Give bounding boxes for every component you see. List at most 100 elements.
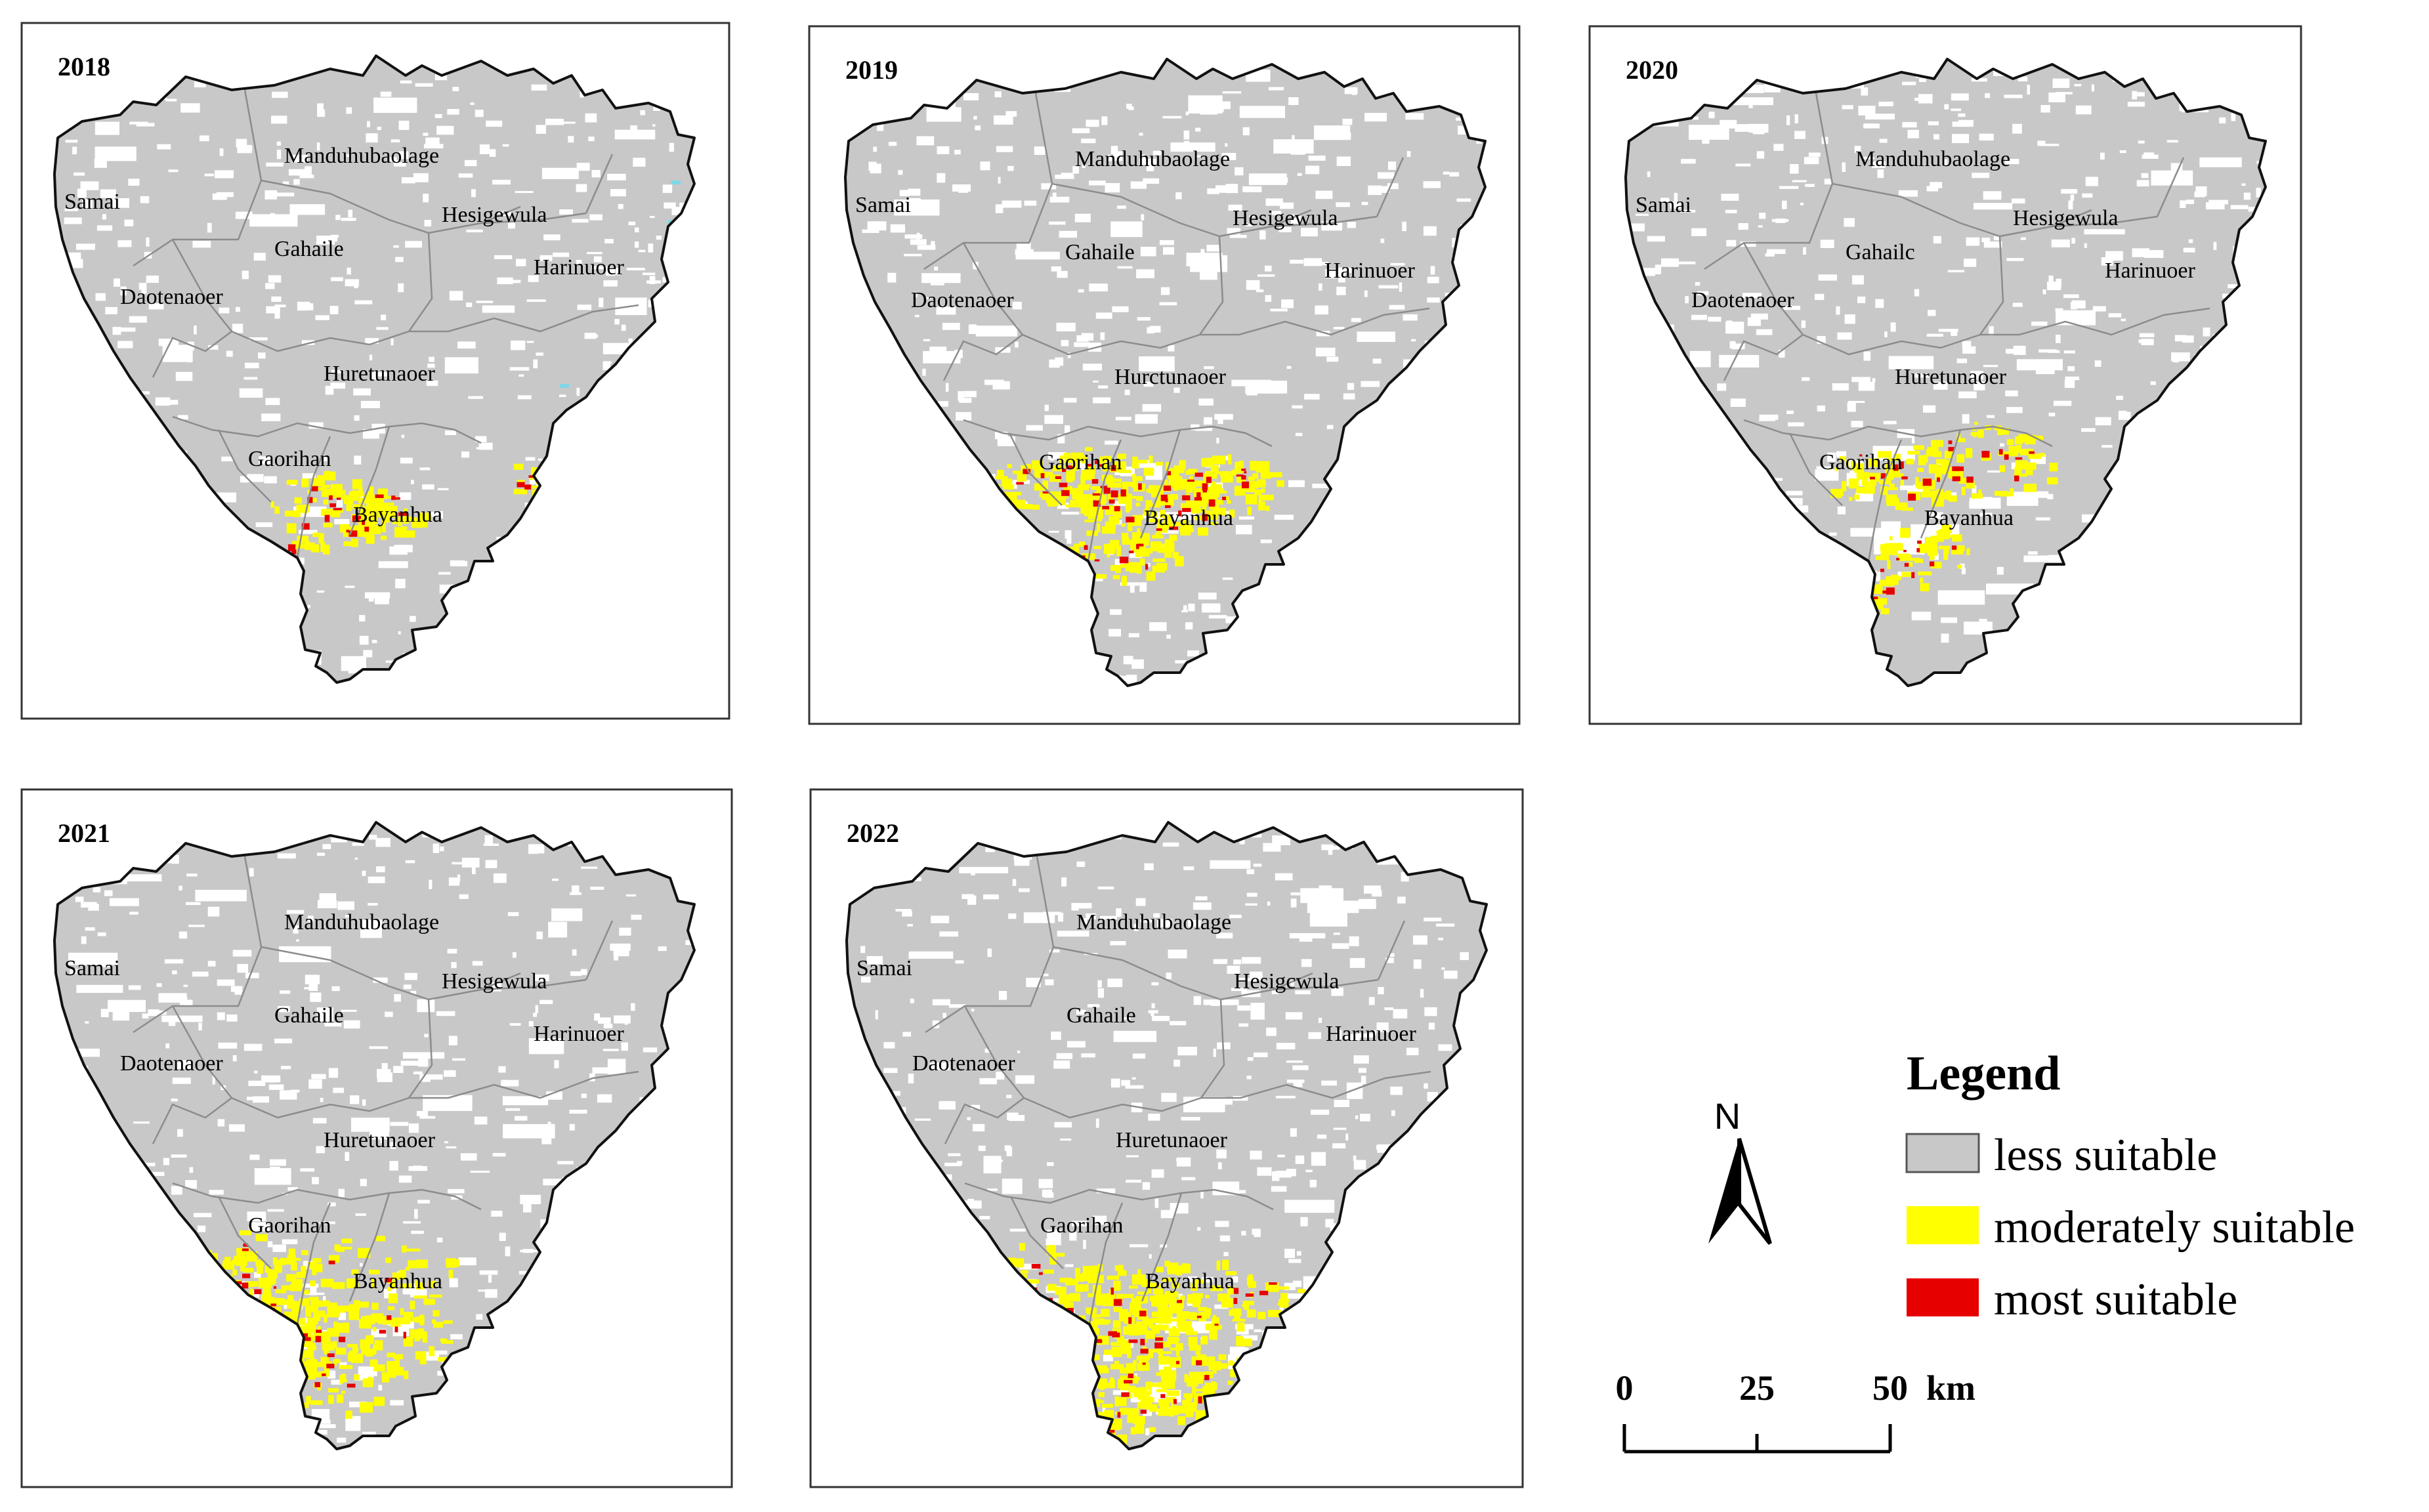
gap-patch	[424, 1034, 429, 1038]
suitability-patch	[1156, 1303, 1168, 1307]
suitability-patch	[1118, 1265, 1124, 1274]
gap-patch	[1345, 1034, 1360, 1040]
suitability-patch	[1974, 421, 1978, 425]
gap-patch	[1078, 289, 1084, 293]
suitability-patch	[328, 1388, 339, 1393]
suitability-patch	[331, 511, 341, 518]
suitability-patch	[1162, 1277, 1175, 1282]
township-boundary	[1141, 1192, 1183, 1302]
gap-patch	[274, 304, 286, 308]
suitability-patch	[1900, 528, 1911, 538]
suitability-patch	[1190, 469, 1194, 474]
suitability-patch	[1116, 1347, 1128, 1354]
gap-patch	[1767, 249, 1786, 254]
gap-patch	[967, 1198, 974, 1202]
gap-patch	[1202, 603, 1221, 613]
suitability-patch	[1181, 1321, 1187, 1331]
suitability-patch	[320, 542, 326, 553]
township-boundary	[1220, 978, 1379, 1001]
suitability-patch	[1009, 492, 1022, 495]
suitability-patch	[1172, 1326, 1177, 1330]
suitability-patch	[1164, 539, 1173, 545]
gap-patch	[898, 170, 903, 175]
suitability-patch	[438, 1356, 448, 1362]
suitability-patch	[1199, 1361, 1209, 1366]
gap-patch	[1067, 536, 1072, 544]
gap-patch	[1928, 310, 1936, 316]
suitability-patch	[1248, 1280, 1256, 1288]
gap-patch	[498, 1066, 506, 1073]
gap-patch	[925, 297, 931, 300]
suitability-patch	[286, 480, 298, 485]
gap-patch	[658, 946, 667, 952]
gap-patch	[1147, 562, 1151, 567]
gap-patch	[1047, 1162, 1054, 1166]
gap-patch	[287, 910, 305, 914]
place-label-hesigewula: Hesigewula	[2013, 206, 2119, 230]
gap-patch	[345, 1152, 350, 1161]
suitability-patch	[363, 494, 375, 501]
gap-patch	[396, 159, 400, 162]
suitability-patch	[1062, 495, 1068, 499]
suitability-patch	[312, 478, 317, 488]
suitability-patch	[1880, 473, 1886, 479]
gap-patch	[333, 1087, 344, 1093]
gap-patch	[1368, 997, 1375, 1005]
gap-patch	[585, 113, 597, 123]
suitability-patch	[1893, 497, 1899, 503]
suitability-patch	[1160, 1324, 1169, 1331]
suitability-patch	[1138, 483, 1142, 490]
gap-patch	[1248, 173, 1287, 185]
gap-patch	[1758, 225, 1763, 228]
gap-patch	[873, 146, 877, 152]
gap-patch	[1215, 1221, 1229, 1227]
suitability-patch	[1194, 1279, 1204, 1284]
suitability-patch	[1084, 505, 1091, 515]
suitability-patch	[1211, 481, 1216, 485]
gap-patch	[1135, 414, 1158, 424]
gap-patch	[2068, 200, 2073, 210]
gap-patch	[401, 434, 405, 438]
place-label-samai: Samai	[1636, 193, 1691, 217]
suitability-patch	[402, 530, 415, 538]
gap-patch	[194, 326, 197, 335]
gap-patch	[426, 380, 438, 387]
gap-patch	[422, 484, 434, 490]
gap-patch	[1336, 156, 1351, 166]
gap-patch	[2101, 257, 2113, 266]
gap-patch	[2063, 350, 2075, 354]
scale-bar: 0 25 50 km	[1616, 1368, 1975, 1454]
gap-patch	[1128, 633, 1139, 638]
gap-patch	[875, 1010, 878, 1020]
gap-patch	[1357, 331, 1395, 342]
gap-patch	[1847, 402, 1856, 412]
gap-patch	[1237, 1005, 1251, 1011]
suitability-patch	[398, 516, 402, 526]
gap-patch	[533, 1013, 537, 1017]
gap-patch	[492, 1152, 506, 1157]
gap-patch	[248, 146, 253, 151]
gap-patch	[366, 133, 378, 143]
gap-patch	[889, 142, 897, 146]
suitability-patch	[2029, 451, 2035, 454]
suitability-patch	[1112, 1332, 1120, 1337]
suitability-patch	[1133, 1360, 1137, 1364]
gap-patch	[929, 346, 947, 354]
gap-patch	[1338, 267, 1352, 273]
suitability-patch	[1956, 438, 1966, 442]
suitability-patch	[327, 1302, 337, 1312]
gap-patch	[1318, 1017, 1322, 1023]
gap-patch	[914, 1118, 931, 1121]
suitability-patch	[301, 1343, 315, 1347]
suitability-patch	[1040, 472, 1045, 478]
suitability-patch	[1021, 465, 1027, 472]
gap-patch	[505, 1246, 511, 1257]
gap-patch	[1877, 169, 1884, 178]
map-panel-2021: 2021ManduhubaolageSamaiHesigewulaGahaile…	[20, 788, 733, 1488]
gap-patch	[247, 1211, 266, 1222]
gap-patch	[621, 324, 626, 331]
gap-patch	[1244, 1347, 1249, 1354]
suitability-patch	[1084, 545, 1088, 550]
suitability-patch	[403, 1337, 413, 1347]
gap-patch	[1292, 1280, 1301, 1288]
